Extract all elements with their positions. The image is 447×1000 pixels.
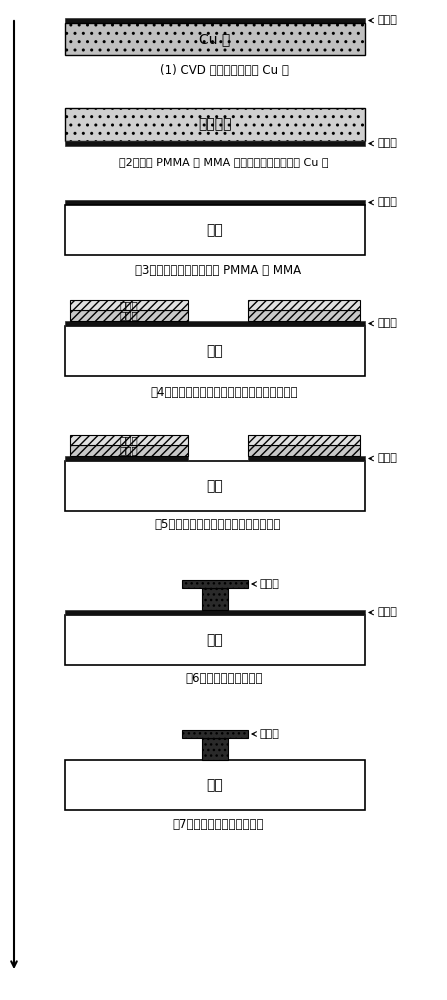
- Text: 抗蚀剂: 抗蚀剂: [120, 446, 139, 456]
- Text: （5）去除电子束曝光显露区域的石墨烯: （5）去除电子束曝光显露区域的石墨烯: [155, 518, 281, 532]
- Text: 脚底: 脚底: [207, 479, 224, 493]
- Text: (1) CVD 法制备石墨烯于 Cu 片: (1) CVD 法制备石墨烯于 Cu 片: [160, 64, 288, 78]
- Bar: [65, 326, 365, 376]
- Text: 抗蚀剂: 抗蚀剂: [120, 300, 139, 310]
- Text: 栅金属: 栅金属: [252, 729, 280, 739]
- Bar: [65, 456, 188, 461]
- Bar: [248, 445, 360, 456]
- Text: 栅金属: 栅金属: [252, 579, 280, 589]
- Text: （7）氧等离子体去除石墨烯: （7）氧等离子体去除石墨烯: [172, 818, 264, 830]
- Bar: [65, 760, 365, 810]
- Text: （2）旋涂 PMMA 或 MMA 转移载体，并湿法去除 Cu 片: （2）旋涂 PMMA 或 MMA 转移载体，并湿法去除 Cu 片: [119, 157, 329, 167]
- Bar: [65, 461, 365, 511]
- Text: 石墨烯: 石墨烯: [369, 15, 397, 25]
- Text: （4）旋涂电子束抗蚀剂，并电子束曝光和显影: （4）旋涂电子束抗蚀剂，并电子束曝光和显影: [150, 385, 298, 398]
- Bar: [65, 18, 365, 23]
- Bar: [65, 321, 365, 326]
- Bar: [248, 310, 360, 321]
- Bar: [248, 456, 365, 461]
- Text: 脚底: 脚底: [207, 778, 224, 792]
- Bar: [70, 300, 188, 310]
- Bar: [202, 588, 228, 610]
- Bar: [65, 615, 365, 665]
- Text: 抗蚀剂: 抗蚀剂: [120, 435, 139, 445]
- Bar: [70, 435, 188, 445]
- Bar: [248, 435, 360, 445]
- Text: （3）转移至脚底，并去除 PMMA 或 MMA: （3）转移至脚底，并去除 PMMA 或 MMA: [135, 264, 301, 277]
- Bar: [65, 108, 365, 141]
- Bar: [202, 738, 228, 760]
- Bar: [182, 580, 248, 588]
- Text: 抗蚀剂: 抗蚀剂: [120, 310, 139, 320]
- Bar: [65, 610, 365, 615]
- Bar: [65, 205, 365, 255]
- Text: Cu 片: Cu 片: [199, 32, 231, 46]
- Text: （6）栅金属制备及剔离: （6）栅金属制备及剔离: [185, 672, 263, 686]
- Text: 石墨烯: 石墨烯: [369, 138, 397, 148]
- Text: 脚底: 脚底: [207, 633, 224, 647]
- Bar: [65, 23, 365, 55]
- Text: 石墨烯: 石墨烯: [369, 318, 397, 328]
- Text: 石墨烯: 石墨烯: [369, 198, 397, 208]
- Bar: [70, 445, 188, 456]
- Bar: [70, 310, 188, 321]
- Bar: [65, 200, 365, 205]
- Text: 脚底: 脚底: [207, 344, 224, 358]
- Text: 石墨烯: 石墨烯: [369, 454, 397, 464]
- Bar: [65, 141, 365, 146]
- Text: 转移载体: 转移载体: [198, 117, 232, 131]
- Bar: [182, 730, 248, 738]
- Text: 脚底: 脚底: [207, 223, 224, 237]
- Text: 石墨烯: 石墨烯: [369, 607, 397, 617]
- Bar: [248, 300, 360, 310]
